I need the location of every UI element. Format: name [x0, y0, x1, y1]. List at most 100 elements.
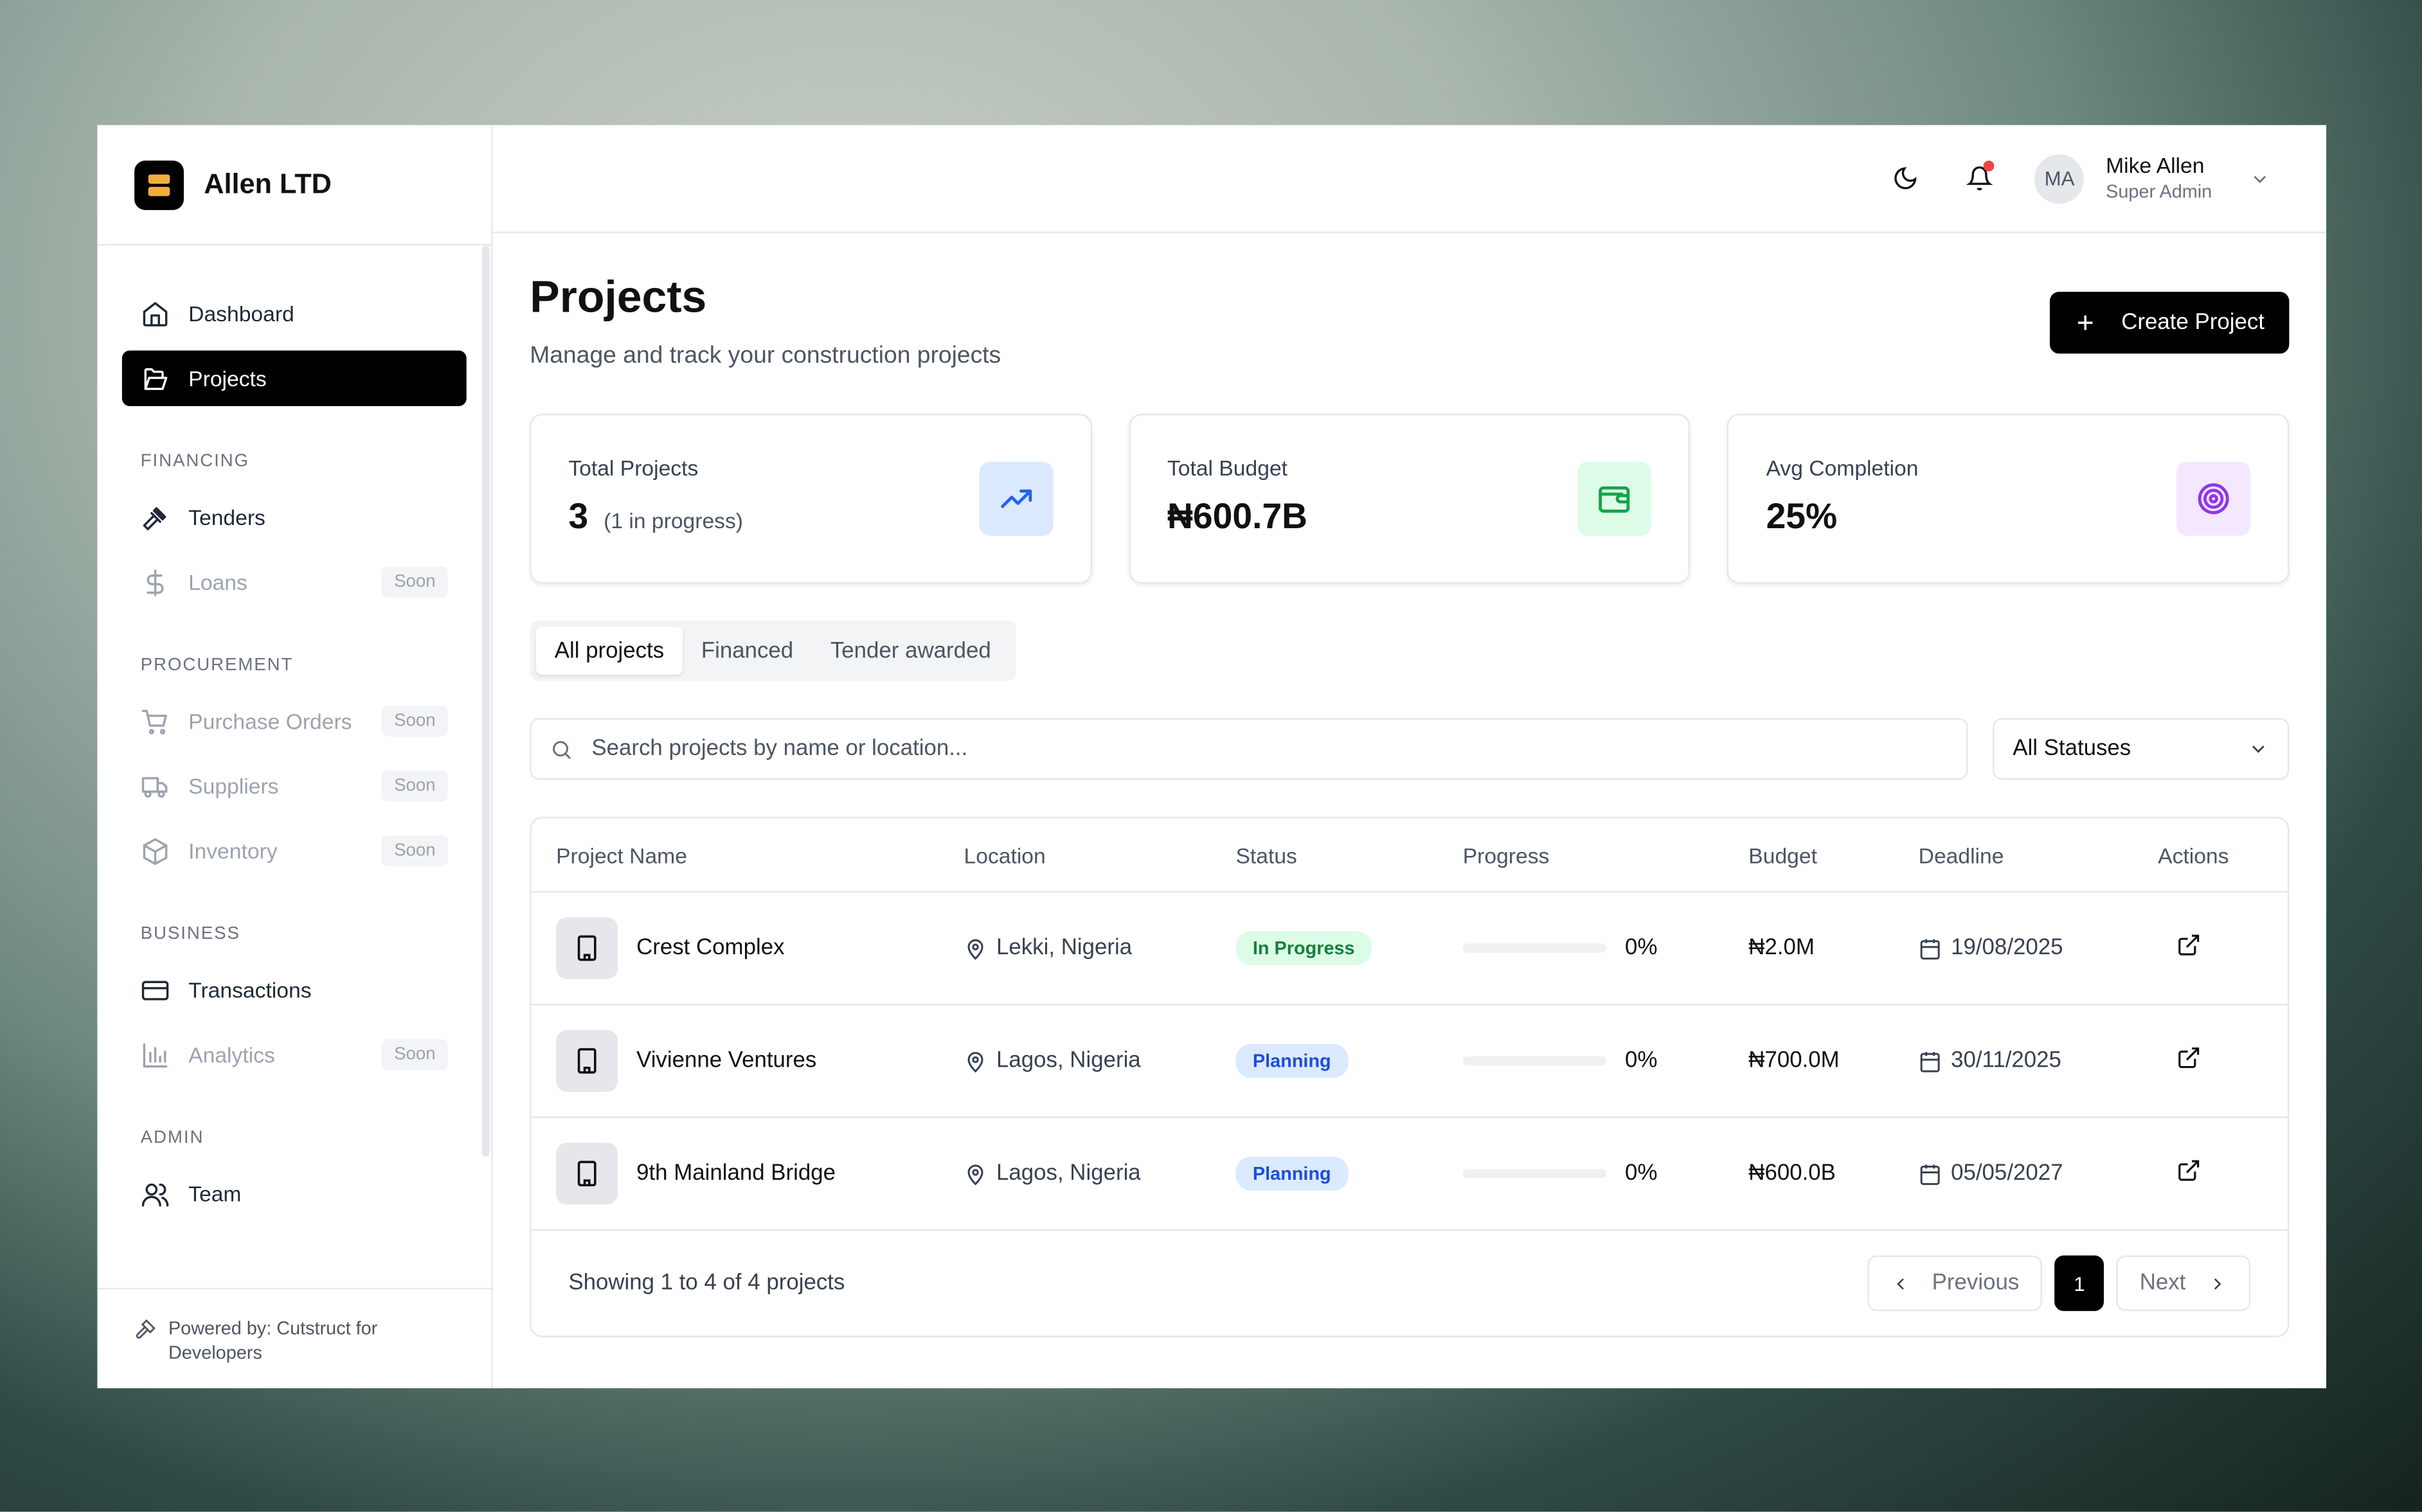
dollar-icon: [147, 569, 164, 596]
users-icon: [141, 1182, 169, 1206]
folder-open-icon: [144, 367, 168, 389]
open-project-button[interactable]: [2158, 1045, 2288, 1076]
sidebar-item-team[interactable]: Team: [122, 1166, 467, 1222]
avatar[interactable]: MA: [2034, 154, 2085, 204]
sidebar-item-label: Projects: [188, 366, 267, 391]
page-subtitle: Manage and track your construction proje…: [530, 342, 1001, 369]
page-1-button[interactable]: 1: [2054, 1255, 2104, 1312]
hammer-icon: [136, 1319, 156, 1339]
soon-badge: Soon: [381, 835, 448, 867]
chevron-down-icon[interactable]: [2249, 168, 2271, 190]
project-budget: ₦600.0B: [1748, 1161, 1836, 1186]
notifications-button[interactable]: [1960, 159, 1998, 197]
sidebar-item-label: Inventory: [188, 838, 278, 864]
previous-button[interactable]: Previous: [1867, 1255, 2043, 1312]
sidebar-item-suppliers[interactable]: Suppliers Soon: [122, 758, 467, 814]
theme-toggle-button[interactable]: [1887, 160, 1924, 197]
soon-badge: Soon: [381, 706, 448, 737]
column-header: Status: [1235, 842, 1297, 867]
main-content: MA Mike Allen Super Admin Projects Manag…: [492, 125, 2327, 1389]
sidebar-nav: Dashboard Projects FINANCING Tenders Loans So…: [97, 245, 491, 1222]
status-badge: Planning: [1235, 1156, 1349, 1191]
sidebar-item-transactions[interactable]: Transactions: [122, 962, 467, 1018]
project-budget: ₦2.0M: [1748, 936, 1815, 961]
chevron-right-icon: [2214, 1277, 2221, 1289]
sidebar-item-projects[interactable]: Projects: [121, 350, 467, 407]
soon-badge: Soon: [381, 566, 448, 598]
tab-financed[interactable]: Financed: [701, 638, 794, 664]
project-location: Lekki, Nigeria: [996, 936, 1133, 961]
sidebar-item-tenders[interactable]: Tenders: [122, 490, 467, 546]
sidebar-section-title: BUSINESS: [140, 925, 240, 944]
status-filter-select[interactable]: All Statuses: [1992, 718, 2290, 780]
table-row[interactable]: 9th Mainland Bridge Lagos, Nigeria Plann…: [531, 1118, 2288, 1231]
project-deadline: 19/08/2025: [1951, 936, 2063, 961]
pagination-summary: Showing 1 to 4 of 4 projects: [568, 1270, 845, 1296]
app-window: Allen LTD Dashboard Projects FINANCING Tend…: [97, 125, 2327, 1389]
tab-all-projects[interactable]: All projects: [535, 627, 683, 675]
project-thumbnail: [556, 1029, 618, 1092]
sidebar-section-title: ADMIN: [140, 1128, 204, 1148]
bell-icon: [1966, 166, 1993, 191]
stat-value: ₦600.7B: [1167, 495, 1308, 536]
sidebar-item-dashboard[interactable]: Dashboard: [122, 286, 467, 342]
open-project-button[interactable]: [2158, 1158, 2288, 1189]
open-project-button[interactable]: [2158, 932, 2288, 963]
project-budget: ₦700.0M: [1748, 1048, 1840, 1074]
logo: [134, 159, 184, 209]
sidebar: Allen LTD Dashboard Projects FINANCING Tend…: [97, 125, 493, 1389]
target-icon: [2198, 483, 2229, 515]
brand[interactable]: Allen LTD: [97, 125, 492, 246]
sidebar-item-label: Dashboard: [188, 301, 294, 326]
create-project-button[interactable]: Create Project: [2050, 292, 2290, 354]
create-project-label: Create Project: [2121, 310, 2265, 335]
table-row[interactable]: Vivienne Ventures Lagos, Nigeria Plannin…: [531, 1005, 2288, 1118]
building-icon: [577, 935, 597, 961]
calendar-icon: [1920, 938, 1940, 959]
sidebar-scrollbar[interactable]: [481, 245, 490, 1157]
map-pin-icon: [967, 1164, 983, 1185]
sidebar-item-inventory[interactable]: Inventory Soon: [122, 823, 467, 879]
gavel-icon: [143, 506, 166, 529]
project-location: Lagos, Nigeria: [996, 1048, 1141, 1074]
sidebar-section-title: FINANCING: [140, 452, 249, 471]
map-pin-icon: [967, 1051, 983, 1072]
building-icon: [577, 1161, 597, 1187]
map-pin-icon: [967, 938, 983, 959]
sidebar-item-analytics[interactable]: Analytics Soon: [122, 1027, 467, 1083]
stat-card: Avg Completion 25%: [1727, 414, 2290, 584]
column-header: Progress: [1462, 842, 1550, 867]
projects-table: Project Name Location Status Progress Budget…: [530, 817, 2290, 1338]
project-deadline: 05/05/2027: [1951, 1161, 2063, 1186]
stat-card: Total Projects 3 (1 in progress): [530, 414, 1092, 584]
external-link-icon: [2178, 934, 2200, 956]
project-name[interactable]: Crest Complex: [636, 936, 785, 961]
stat-label: Total Projects: [568, 455, 699, 481]
sidebar-item-label: Analytics: [188, 1042, 275, 1067]
sidebar-item-purchase-orders[interactable]: Purchase Orders Soon: [122, 693, 467, 749]
column-header: Project Name: [556, 842, 687, 867]
bar-chart-icon: [143, 1042, 168, 1067]
sidebar-item-label: Tenders: [188, 504, 265, 530]
tab-tender-awarded[interactable]: Tender awarded: [830, 638, 991, 664]
progress-label: 0%: [1625, 936, 1658, 961]
soon-badge: Soon: [381, 770, 448, 802]
next-button[interactable]: Next: [2116, 1255, 2251, 1312]
search-icon: [553, 740, 571, 759]
user-menu[interactable]: Mike Allen Super Admin: [2106, 152, 2212, 205]
powered-by: Powered by: Cutstruct for Developers: [168, 1317, 378, 1364]
search-input[interactable]: Search projects by name or location...: [530, 718, 1968, 780]
sidebar-item-loans[interactable]: Loans Soon: [122, 555, 467, 610]
trending-up-icon: [1000, 489, 1032, 508]
topbar: MA Mike Allen Super Admin: [492, 125, 2327, 233]
project-name[interactable]: Vivienne Ventures: [636, 1048, 817, 1074]
chevron-left-icon: [1896, 1277, 1904, 1289]
user-name: Mike Allen: [2106, 152, 2205, 177]
next-label: Next: [2139, 1270, 2186, 1296]
project-name[interactable]: 9th Mainland Bridge: [636, 1161, 836, 1186]
column-header: Budget: [1748, 842, 1817, 867]
sidebar-section-title: PROCUREMENT: [140, 656, 294, 675]
table-row[interactable]: Crest Complex Lekki, Nigeria In Progress…: [531, 893, 2288, 1006]
truck-icon: [141, 776, 168, 797]
stat-label: Total Budget: [1167, 455, 1288, 481]
